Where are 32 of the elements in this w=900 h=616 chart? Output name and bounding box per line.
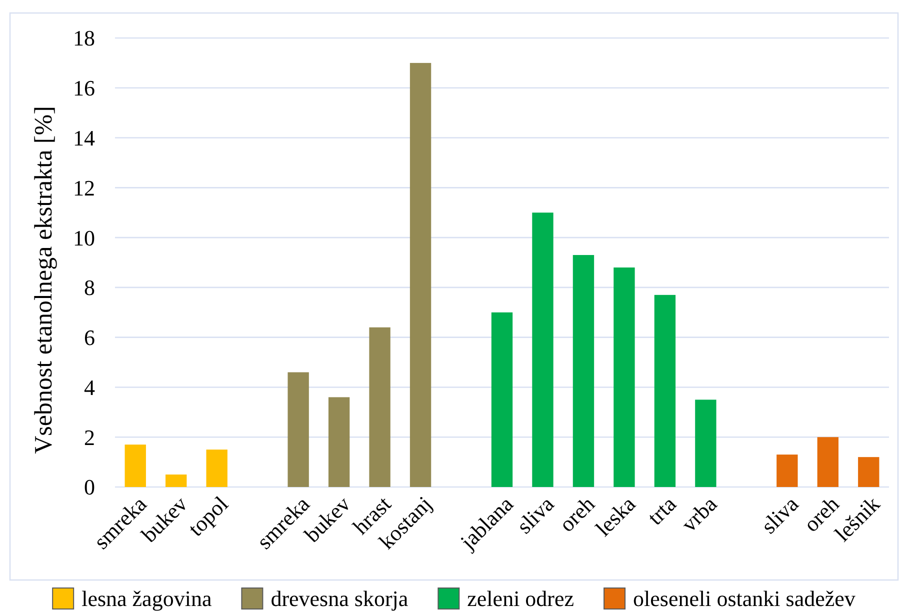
y-tick-label: 10 xyxy=(73,225,95,250)
bar xyxy=(817,437,838,487)
legend-label: zeleni odrez xyxy=(467,586,574,612)
y-axis-title: Vsebnost etanolnega ekstrakta [%] xyxy=(30,106,58,454)
bar xyxy=(654,294,676,487)
bar xyxy=(410,62,432,487)
y-tick-label: 12 xyxy=(73,175,95,200)
bar xyxy=(614,267,635,487)
y-tick-label: 2 xyxy=(84,424,95,450)
y-tick-label: 14 xyxy=(73,125,95,150)
y-tick-label: 4 xyxy=(84,374,95,400)
legend-label: oleseneli ostanki sadežev xyxy=(633,586,856,612)
y-tick-label: 16 xyxy=(73,76,95,101)
bar xyxy=(328,397,350,487)
bar xyxy=(288,372,309,487)
y-tick-label: 0 xyxy=(84,474,95,500)
y-tick-label: 18 xyxy=(73,26,95,51)
bar xyxy=(572,255,594,487)
bar xyxy=(206,450,228,487)
bar xyxy=(532,212,554,487)
bar xyxy=(369,327,390,487)
bar xyxy=(124,444,146,487)
bar xyxy=(776,454,798,487)
legend-label: lesna žagovina xyxy=(82,586,212,612)
bar xyxy=(491,312,513,487)
bar xyxy=(858,457,880,487)
bar xyxy=(695,400,716,487)
x-tick-label: sliva xyxy=(756,491,804,538)
bar xyxy=(166,474,187,487)
y-tick-label: 8 xyxy=(84,275,95,300)
legend-label: drevesna skorja xyxy=(270,586,408,612)
y-tick-label: 6 xyxy=(84,325,95,350)
